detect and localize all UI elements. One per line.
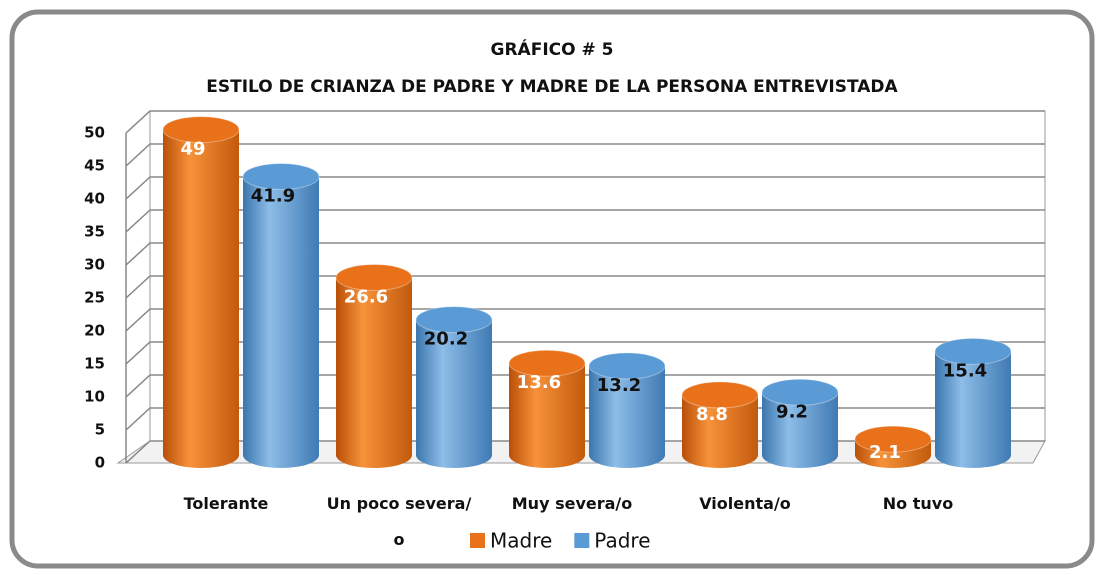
grid-line — [125, 209, 1045, 233]
value-label: 15.4 — [943, 360, 987, 381]
grid-line — [125, 374, 1045, 398]
bar-body — [336, 277, 412, 468]
bar-body — [762, 392, 838, 468]
bar-top — [415, 306, 493, 334]
bar-top — [761, 378, 839, 406]
x-tick-label: No tuvo — [882, 494, 954, 513]
y-tick-label: 40 — [84, 190, 105, 208]
value-label: 26.6 — [344, 286, 388, 307]
bar-top — [508, 349, 586, 377]
grid-line — [125, 110, 1045, 134]
value-label: 8.8 — [696, 404, 728, 425]
grid-line — [125, 275, 1045, 299]
bar — [854, 425, 932, 468]
bar — [934, 337, 1012, 468]
bar-top — [242, 162, 320, 190]
bar — [681, 381, 759, 468]
bar — [335, 263, 413, 468]
bar-top — [335, 263, 413, 291]
y-tick-label: 20 — [84, 322, 105, 340]
value-label: 2.1 — [869, 442, 901, 463]
legend-swatch — [574, 533, 590, 548]
grid-line — [125, 176, 1045, 200]
y-tick-label: 0 — [95, 454, 105, 472]
y-tick-label: 10 — [84, 388, 105, 406]
x-tick-label: Muy severa/o — [511, 494, 633, 513]
bar-body — [935, 351, 1011, 468]
grid-line — [125, 143, 1045, 167]
bar-body — [243, 176, 319, 468]
bar-body — [416, 319, 492, 468]
bar — [508, 349, 586, 468]
legend-label: Padre — [594, 529, 650, 553]
y-tick-label: 15 — [84, 355, 105, 373]
value-label: 41.9 — [251, 185, 295, 206]
y-tick-label: 5 — [95, 421, 105, 439]
bar-body — [589, 365, 665, 468]
chart-subtitle: ESTILO DE CRIANZA DE PADRE Y MADRE DE LA… — [206, 77, 898, 97]
y-tick-label: 35 — [84, 223, 105, 241]
y-tick-label: 45 — [84, 157, 105, 175]
value-label: 9.2 — [776, 401, 808, 422]
chart-title: GRÁFICO # 5 — [491, 38, 614, 60]
y-tick-label: 30 — [84, 256, 105, 274]
bar — [162, 116, 240, 468]
bar — [761, 378, 839, 468]
value-label: 20.2 — [424, 329, 468, 350]
x-tick-label: Violenta/o — [699, 494, 791, 513]
bar-top — [854, 425, 932, 453]
bar-body — [682, 394, 758, 468]
x-tick-label: Tolerante — [183, 494, 269, 513]
y-tick-label: 50 — [84, 124, 105, 142]
legend-swatch — [470, 533, 485, 548]
value-label: 13.2 — [597, 375, 641, 396]
grid-line — [125, 308, 1045, 332]
bar-top — [934, 337, 1012, 365]
grid-line — [125, 242, 1045, 266]
bar — [588, 352, 666, 468]
grid-line — [125, 341, 1045, 365]
bar — [415, 306, 493, 468]
legend-label: Madre — [490, 529, 552, 553]
bar-body — [509, 363, 585, 468]
bar-top — [588, 352, 666, 380]
bar-top — [681, 381, 759, 409]
bar-top — [162, 116, 240, 144]
y-tick-label: 25 — [84, 289, 105, 307]
value-label: 13.6 — [517, 372, 561, 393]
x-tick-label: Un poco severa/ o — [326, 494, 472, 549]
bar-body — [163, 129, 239, 468]
bar — [242, 162, 320, 468]
value-label: 49 — [180, 139, 205, 160]
